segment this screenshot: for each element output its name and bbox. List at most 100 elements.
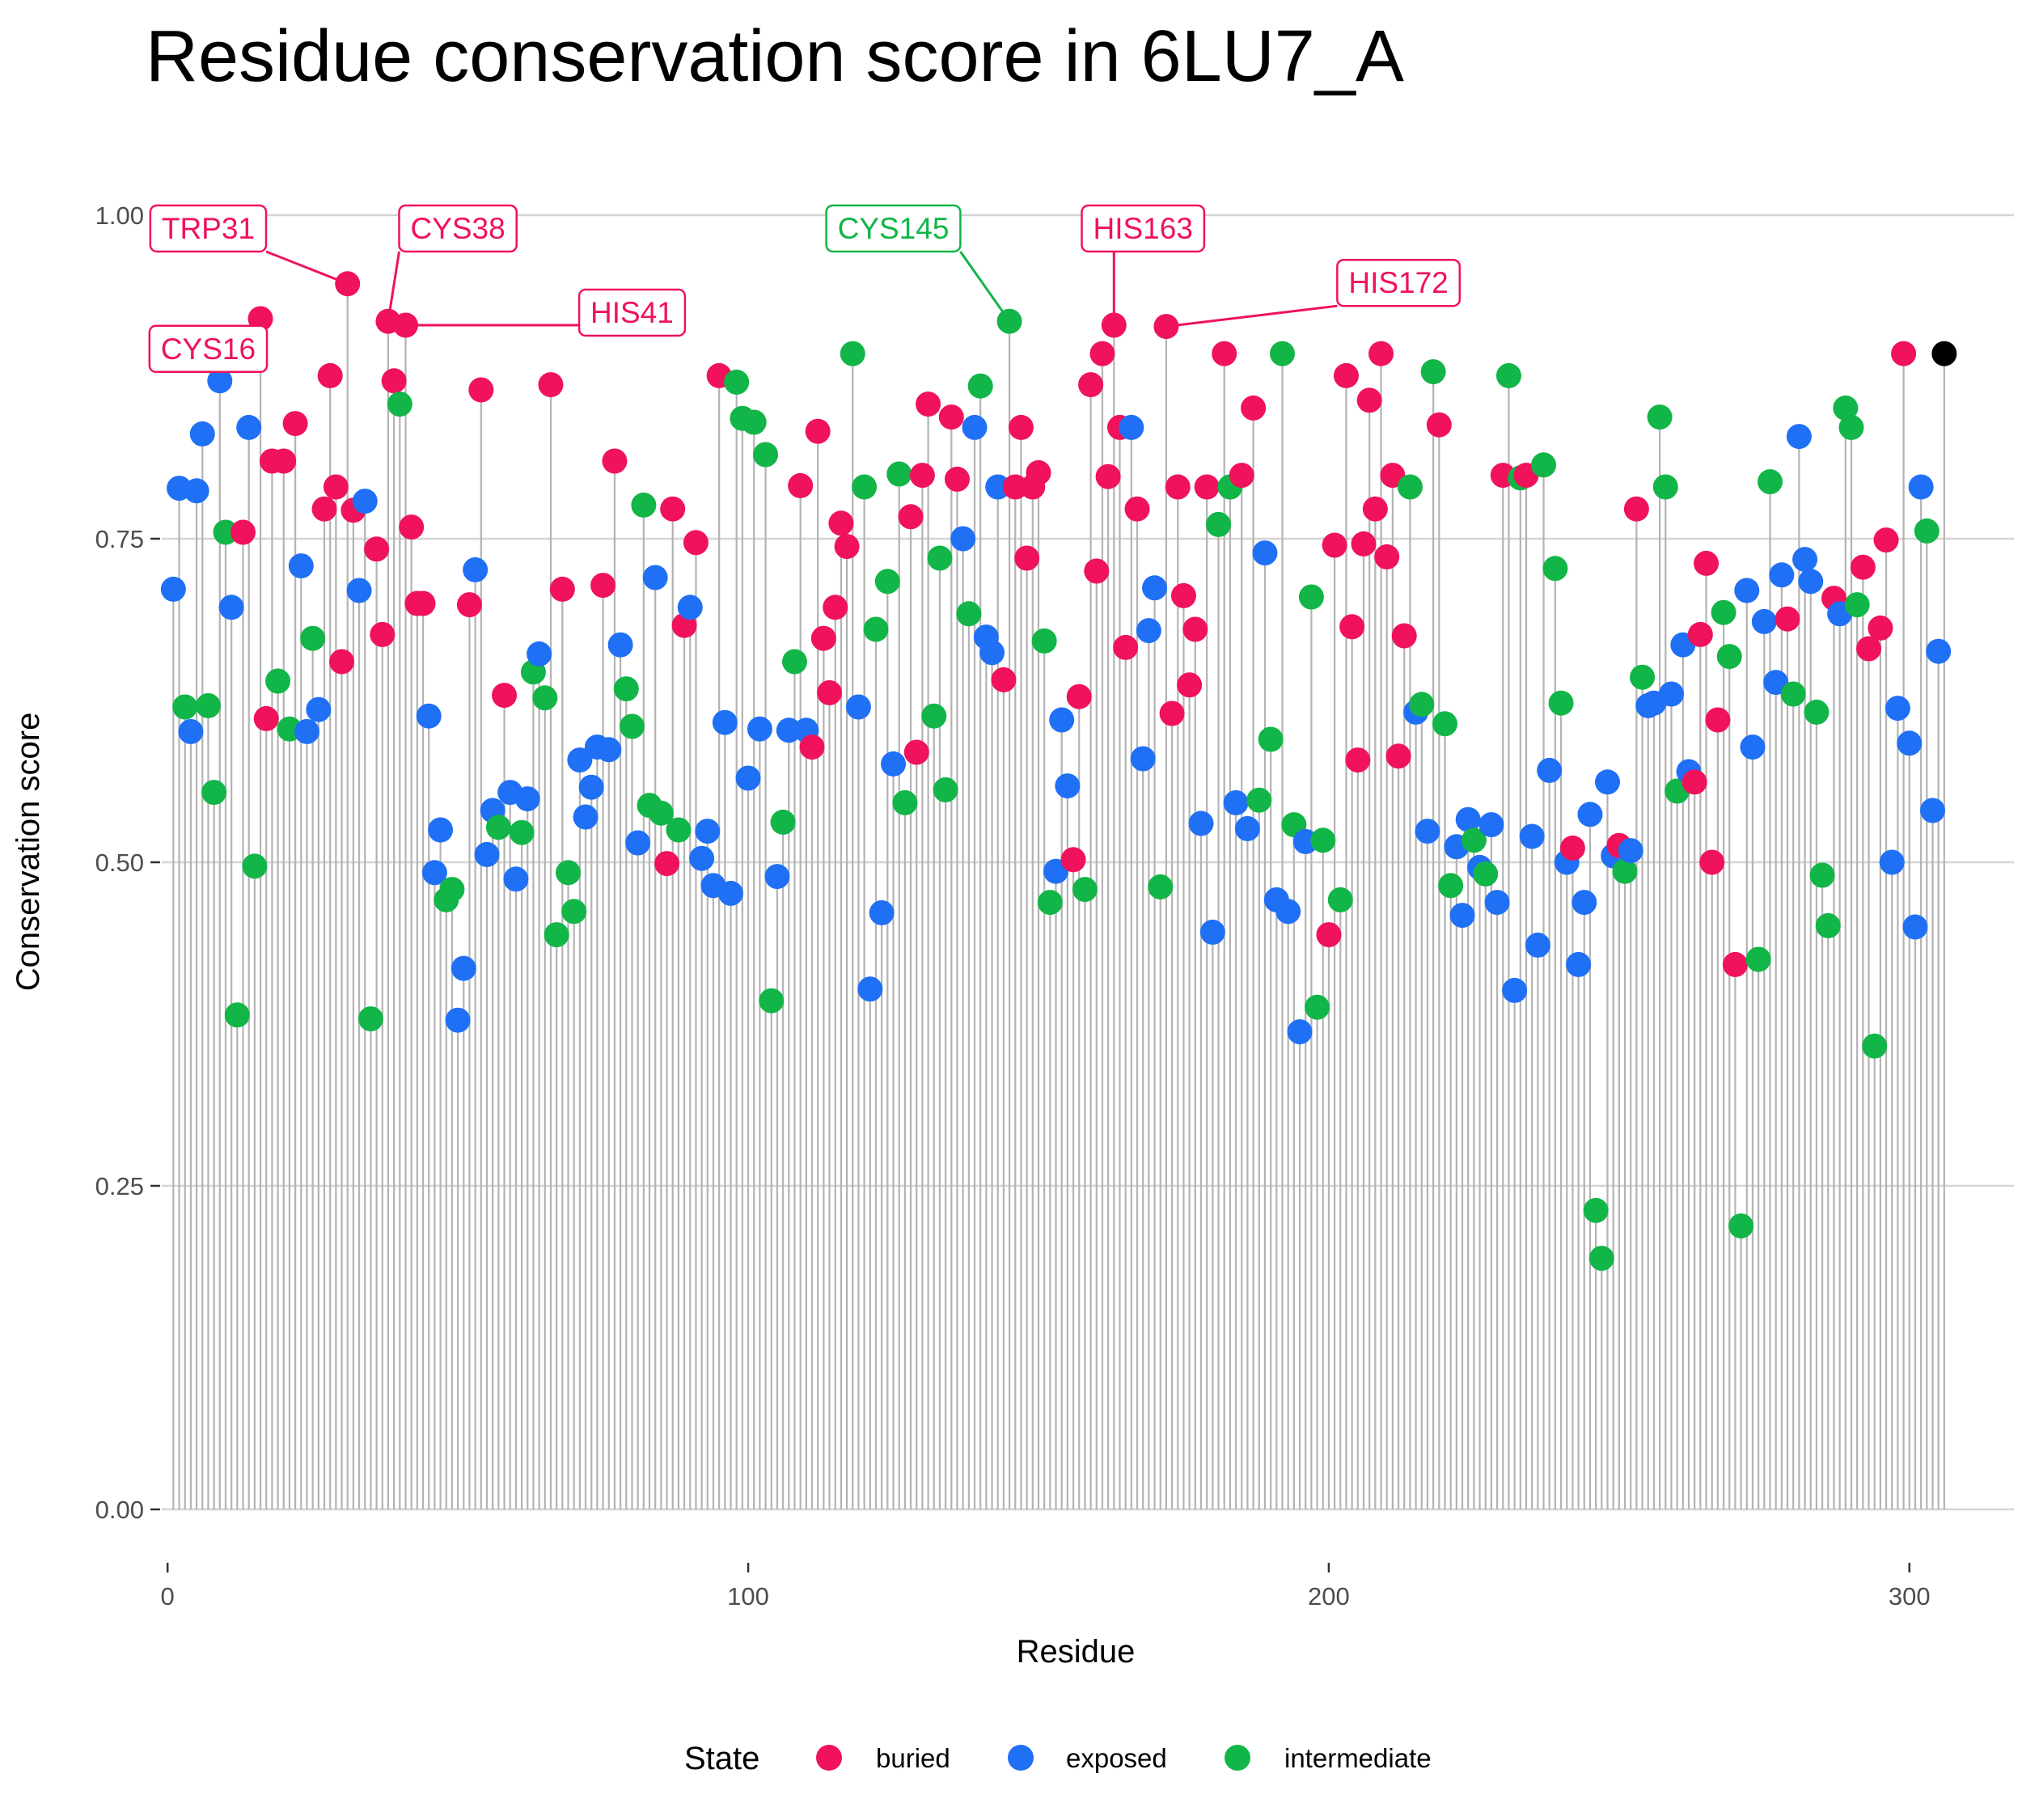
data-point-exposed <box>1252 540 1278 566</box>
data-point-intermediate <box>1780 681 1806 707</box>
data-point-buried <box>1687 621 1713 647</box>
callout-label: HIS41 <box>590 296 674 329</box>
data-point-intermediate <box>967 373 993 399</box>
data-point-buried <box>1089 341 1115 366</box>
data-point-exposed <box>1275 899 1301 925</box>
data-point-exposed <box>1577 802 1603 827</box>
data-point-intermediate <box>1588 1246 1614 1272</box>
data-point-exposed <box>218 595 244 620</box>
callout-leader <box>387 251 400 322</box>
data-point-intermediate <box>1531 452 1557 478</box>
data-point-exposed <box>985 474 1011 500</box>
data-point-exposed <box>189 421 215 447</box>
data-point-intermediate <box>840 341 865 366</box>
data-point-buried <box>271 448 297 474</box>
data-point-buried <box>1008 414 1034 440</box>
data-point-intermediate <box>1809 862 1835 888</box>
data-point-buried <box>1873 527 1899 553</box>
data-point-exposed <box>1234 815 1260 841</box>
data-point-buried <box>1002 474 1028 500</box>
data-point-exposed <box>236 414 262 440</box>
data-point-intermediate <box>1148 874 1174 899</box>
data-point-exposed <box>1566 951 1592 977</box>
data-point-intermediate <box>1461 827 1487 853</box>
data-point-intermediate <box>1716 644 1742 670</box>
y-axis-ticks: 0.00 0.25 0.50 0.75 1.00 <box>95 201 160 1524</box>
data-point-buried <box>317 362 343 388</box>
data-point-buried <box>683 530 709 556</box>
data-point-intermediate <box>1838 414 1864 440</box>
data-point-exposed <box>451 955 476 981</box>
y-tick-label: 0.50 <box>95 849 144 877</box>
data-point-exposed <box>677 595 703 620</box>
data-point-buried <box>654 851 680 877</box>
data-point-exposed <box>607 632 633 658</box>
data-point-buried <box>1868 615 1893 641</box>
data-point-intermediate <box>509 819 535 845</box>
callouts: TRP31 CYS16 CYS38 HIS41 CYS145 HIS163 HIS172 <box>148 204 1462 374</box>
data-point-exposed <box>979 640 1005 666</box>
data-point-exposed <box>1798 569 1824 595</box>
data-point-exposed <box>1618 838 1643 864</box>
data-point-intermediate <box>613 676 639 702</box>
callout-leader <box>265 250 349 286</box>
data-point-buried <box>1775 606 1800 632</box>
data-point-buried <box>1722 951 1748 977</box>
data-point-buried <box>1345 747 1371 773</box>
data-point-exposed <box>1136 618 1161 644</box>
data-point-buried <box>660 496 686 522</box>
data-point-intermediate <box>1583 1197 1609 1223</box>
legend-buried-swatch <box>816 1745 842 1771</box>
data-point-intermediate <box>1647 404 1673 430</box>
data-point-buried <box>823 595 848 620</box>
callout-label: CYS145 <box>838 212 950 245</box>
data-point-exposed <box>567 747 593 773</box>
data-point-exposed <box>1571 890 1597 916</box>
data-point-exposed <box>346 578 372 603</box>
data-point-buried <box>938 404 964 430</box>
data-point-intermediate <box>1757 469 1783 495</box>
data-point-buried <box>311 496 337 522</box>
data-point-exposed <box>1478 812 1504 838</box>
data-point-intermediate <box>1473 861 1499 887</box>
stems <box>172 283 1945 1509</box>
data-point-buried <box>323 474 349 500</box>
data-point-buried <box>903 739 929 765</box>
data-point-exposed <box>416 703 442 729</box>
data-point-exposed <box>1502 977 1528 1003</box>
data-point-buried <box>1159 700 1185 726</box>
callout-label: CYS38 <box>410 212 505 245</box>
data-point-intermediate <box>265 668 291 694</box>
data-point-exposed <box>178 718 204 744</box>
data-point-buried <box>834 534 860 560</box>
callout-trp31: TRP31 <box>149 204 349 286</box>
data-point-buried <box>1699 849 1725 875</box>
data-point-exposed <box>160 576 186 602</box>
x-axis-ticks: 0 100 200 300 <box>161 1563 1931 1610</box>
data-point-buried <box>817 679 843 705</box>
data-point-intermediate <box>1914 518 1940 544</box>
data-point-intermediate <box>724 369 750 395</box>
data-point-buried <box>1856 636 1882 662</box>
data-point-buried <box>549 576 575 602</box>
data-point-exposed <box>1740 734 1766 760</box>
data-point-intermediate <box>1206 511 1232 537</box>
data-point-exposed <box>1142 575 1168 601</box>
legend-exposed-label: exposed <box>1066 1743 1167 1773</box>
data-point-intermediate <box>648 800 674 826</box>
data-point-intermediate <box>741 409 767 435</box>
data-point-buried <box>788 472 814 498</box>
data-point-intermediate <box>1305 994 1330 1020</box>
data-point-exposed <box>503 866 529 892</box>
data-point-intermediate <box>1420 359 1446 385</box>
data-point-intermediate <box>1862 1033 1888 1059</box>
data-point-intermediate <box>1548 690 1574 716</box>
data-point-buried <box>944 466 970 492</box>
callout-box <box>825 204 962 253</box>
data-point-intermediate <box>224 1002 250 1028</box>
callout-leader <box>1165 304 1338 328</box>
data-point-exposed <box>764 864 790 890</box>
callout-box <box>148 324 269 374</box>
callout-cys16: CYS16 <box>148 319 269 374</box>
data-point-buried <box>1212 341 1237 366</box>
